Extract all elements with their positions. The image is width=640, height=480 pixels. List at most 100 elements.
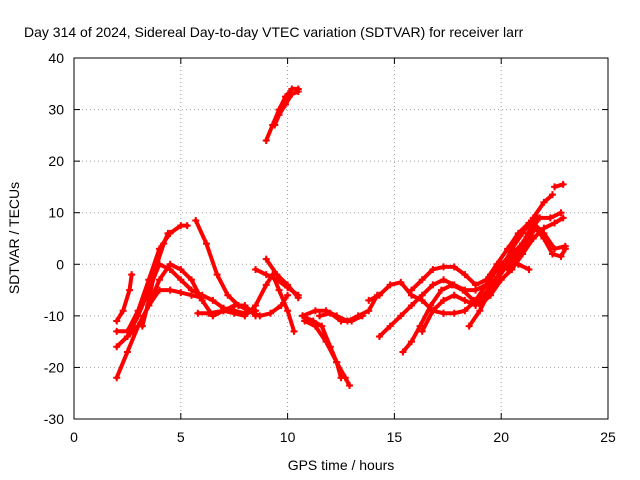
data-point xyxy=(559,180,567,188)
data-point xyxy=(275,111,283,119)
data-point xyxy=(187,291,195,299)
data-point xyxy=(514,250,522,258)
data-point xyxy=(546,214,554,222)
x-tick-labels: 0 5 10 15 20 25 xyxy=(70,429,616,445)
data-point xyxy=(551,245,559,253)
data-point xyxy=(294,294,302,302)
data-point xyxy=(540,235,548,242)
data-point xyxy=(166,286,174,294)
data-point xyxy=(407,302,415,310)
data-point xyxy=(448,281,456,289)
data-point xyxy=(113,374,121,382)
data-point xyxy=(290,327,298,335)
data-point xyxy=(472,296,480,304)
data-point xyxy=(397,312,405,320)
data-point xyxy=(440,309,448,317)
data-point xyxy=(450,291,458,299)
data-point xyxy=(252,265,260,273)
series-line xyxy=(193,218,290,318)
data-series-24 xyxy=(476,214,567,310)
y-tick-label: 20 xyxy=(48,153,64,169)
data-series-20 xyxy=(407,214,542,294)
data-point xyxy=(288,90,296,98)
data-point xyxy=(155,286,163,294)
data-point xyxy=(273,271,281,279)
data-series-26 xyxy=(504,224,569,273)
data-point xyxy=(429,281,437,289)
data-point xyxy=(284,281,292,289)
x-tick-label: 25 xyxy=(600,429,616,445)
data-point xyxy=(337,317,345,325)
data-point xyxy=(465,322,473,330)
series-line xyxy=(300,293,380,323)
data-point xyxy=(551,183,559,191)
data-point xyxy=(281,93,289,101)
data-point xyxy=(145,296,153,304)
data-point xyxy=(230,309,238,317)
data-point xyxy=(183,222,191,230)
data-series-10 xyxy=(262,255,302,302)
data-point xyxy=(429,265,437,273)
data-point xyxy=(519,229,527,237)
data-point xyxy=(281,100,289,108)
data-point xyxy=(318,322,326,330)
data-point xyxy=(497,260,505,268)
data-series-7 xyxy=(192,216,292,320)
data-point xyxy=(418,276,426,284)
data-point xyxy=(119,307,127,315)
data-point xyxy=(267,309,275,317)
y-axis-label: SDTVAR / TECUs xyxy=(6,182,22,294)
data-series-16 xyxy=(316,309,366,325)
data-point xyxy=(418,291,426,299)
data-point xyxy=(326,309,334,317)
data-series-12 xyxy=(271,88,302,129)
data-point xyxy=(192,216,200,224)
data-point xyxy=(487,271,495,279)
data-point xyxy=(252,302,260,310)
x-tick-label: 5 xyxy=(177,429,185,445)
data-point xyxy=(275,286,283,294)
data-point xyxy=(271,121,279,129)
data-point xyxy=(561,245,569,253)
data-point xyxy=(358,312,366,320)
data-point xyxy=(531,224,539,232)
data-point xyxy=(322,338,330,346)
data-point xyxy=(407,286,415,294)
data-point xyxy=(113,343,121,351)
data-point xyxy=(341,374,349,382)
plot-frame xyxy=(73,57,609,420)
x-axis-label: GPS time / hours xyxy=(288,457,395,473)
y-tick-label: -20 xyxy=(44,359,64,375)
data-point xyxy=(198,294,206,302)
data-point xyxy=(397,278,405,286)
series-line xyxy=(114,223,190,334)
data-point xyxy=(540,198,548,206)
data-point xyxy=(386,322,394,330)
data-point xyxy=(284,291,292,299)
data-point xyxy=(548,250,556,258)
data-point xyxy=(346,381,354,389)
series-line xyxy=(264,257,301,300)
data-point xyxy=(450,309,458,317)
data-point xyxy=(504,265,512,273)
data-point xyxy=(440,296,448,304)
data-point xyxy=(348,317,356,325)
data-point xyxy=(299,312,307,320)
data-point xyxy=(559,214,567,222)
data-point xyxy=(525,235,533,242)
data-point xyxy=(461,296,469,304)
data-point xyxy=(437,286,445,294)
data-point xyxy=(262,255,270,263)
x-tick-label: 20 xyxy=(493,429,509,445)
y-tick-labels: -30 -20 -10 0 10 20 30 40 xyxy=(44,50,64,427)
data-point xyxy=(375,291,383,299)
data-point xyxy=(375,332,383,340)
data-point xyxy=(416,322,424,330)
data-point xyxy=(213,271,221,279)
data-point xyxy=(461,271,469,279)
data-series-6 xyxy=(138,229,172,330)
series-line xyxy=(488,221,568,277)
data-point xyxy=(128,271,136,279)
data-point xyxy=(113,317,121,325)
